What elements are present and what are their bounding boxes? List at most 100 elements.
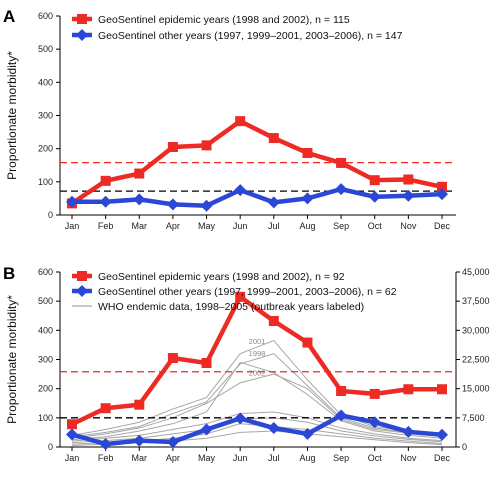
x-tick-label-A-3: Apr <box>166 221 180 231</box>
data-point-B-1-4 <box>200 423 213 436</box>
x-tick-label-B-0: Jan <box>65 453 80 463</box>
who-line-2 <box>71 373 443 439</box>
legend-marker-A-1 <box>76 29 88 41</box>
data-point-A-0-3 <box>167 142 178 153</box>
data-point-A-0-10 <box>403 174 414 185</box>
data-point-A-1-1 <box>99 195 112 208</box>
y-tick-label-A-2: 200 <box>38 144 53 154</box>
x-tick-label-A-11: Dec <box>434 221 451 231</box>
data-point-A-1-11 <box>436 188 448 201</box>
y2-tick-label-B-0: 0 <box>462 442 467 452</box>
legend-marker-B-0 <box>77 271 87 281</box>
data-point-B-0-8 <box>336 386 347 396</box>
legend-label-B-1: GeoSentinel other years (1997, 1999–2001… <box>98 286 397 298</box>
who-line-0 <box>71 339 443 436</box>
data-point-A-1-5 <box>234 184 247 197</box>
y-tick-label-B-5: 500 <box>38 296 53 306</box>
data-point-A-1-10 <box>402 189 415 202</box>
y2-tick-label-B-1: 7,500 <box>462 413 485 423</box>
panel-letter-B: B <box>3 264 15 283</box>
x-tick-label-A-2: Mar <box>132 221 148 231</box>
data-point-B-1-2 <box>133 434 146 447</box>
legend-label-B-0: GeoSentinel epidemic years (1998 and 200… <box>98 271 345 283</box>
x-tick-label-B-11: Dec <box>434 453 451 463</box>
y-tick-label-A-3: 300 <box>38 111 53 121</box>
data-point-A-0-8 <box>336 157 347 168</box>
legend-marker-A-0 <box>77 14 87 24</box>
y-axis-label-B: Proportionate morbidity* <box>5 295 19 424</box>
x-tick-label-B-5: Jun <box>233 453 248 463</box>
who-line-1 <box>71 353 443 438</box>
data-point-B-1-10 <box>402 425 415 438</box>
data-point-A-1-7 <box>301 192 314 205</box>
data-point-A-0-7 <box>302 147 313 158</box>
who-year-label-2: 2002 <box>249 368 266 377</box>
x-tick-label-A-10: Nov <box>400 221 417 231</box>
data-point-B-0-4 <box>201 358 212 368</box>
y-tick-label-A-5: 500 <box>38 44 53 54</box>
y2-tick-label-B-4: 30,000 <box>462 325 490 335</box>
x-tick-label-B-6: Jul <box>268 453 280 463</box>
series-line-B-0 <box>71 294 442 427</box>
data-point-B-1-9 <box>368 416 381 429</box>
data-point-B-0-7 <box>302 337 313 348</box>
data-point-B-0-6 <box>268 316 279 326</box>
data-point-B-1-5 <box>234 412 247 425</box>
data-point-B-0-3 <box>167 353 178 364</box>
who-year-label-1: 1998 <box>249 349 266 358</box>
y-tick-label-A-0: 0 <box>48 210 53 220</box>
who-line-5 <box>71 417 443 444</box>
data-point-B-1-11 <box>436 428 448 441</box>
legend-label-B-2: WHO endemic data, 1998–2005 (outbreak ye… <box>98 301 364 313</box>
data-point-A-1-3 <box>166 198 179 211</box>
x-tick-label-B-10: Nov <box>400 453 417 463</box>
x-tick-label-A-9: Oct <box>368 221 383 231</box>
data-point-B-0-11 <box>437 384 447 395</box>
data-point-B-1-0 <box>66 428 78 441</box>
legend-label-A-1: GeoSentinel other years (1997, 1999–2001… <box>98 30 403 42</box>
x-tick-label-A-6: Jul <box>268 221 280 231</box>
data-point-A-1-4 <box>200 199 213 212</box>
data-point-A-0-11 <box>437 181 447 192</box>
panel-letter-A: A <box>3 7 15 26</box>
y-tick-label-A-4: 400 <box>38 77 53 87</box>
x-tick-label-B-3: Apr <box>166 453 180 463</box>
data-point-B-0-1 <box>100 403 111 414</box>
x-tick-label-B-9: Oct <box>368 453 383 463</box>
legend-marker-B-1 <box>76 285 88 297</box>
data-point-B-1-1 <box>99 438 112 451</box>
y2-tick-label-B-3: 22,500 <box>462 355 490 365</box>
data-point-A-0-2 <box>134 168 145 179</box>
who-line-3 <box>71 361 443 441</box>
data-point-B-0-9 <box>369 388 380 399</box>
data-point-B-1-8 <box>335 409 348 422</box>
data-point-A-0-1 <box>100 175 111 186</box>
x-tick-label-A-1: Feb <box>98 221 114 231</box>
x-tick-label-A-8: Sep <box>333 221 349 231</box>
y2-tick-label-B-2: 15,000 <box>462 384 490 394</box>
data-point-A-1-9 <box>368 190 381 203</box>
who-year-label-0: 2001 <box>249 337 266 346</box>
data-point-A-0-5 <box>235 116 246 127</box>
data-point-B-0-0 <box>67 419 77 430</box>
x-tick-label-B-7: Aug <box>299 453 315 463</box>
x-tick-label-A-4: May <box>198 221 216 231</box>
y-tick-label-B-4: 400 <box>38 325 53 335</box>
x-tick-label-A-0: Jan <box>65 221 80 231</box>
data-point-B-1-7 <box>301 427 314 440</box>
series-line-B-1 <box>71 413 443 447</box>
data-point-A-0-9 <box>369 175 380 186</box>
y-tick-label-B-3: 300 <box>38 355 53 365</box>
x-tick-label-B-4: May <box>198 453 216 463</box>
y2-tick-label-B-5: 37,500 <box>462 296 490 306</box>
y-tick-label-A-1: 100 <box>38 177 53 187</box>
x-tick-label-B-8: Sep <box>333 453 349 463</box>
data-point-A-1-2 <box>133 193 146 206</box>
data-point-B-0-2 <box>134 399 145 410</box>
y2-tick-label-B-6: 45,000 <box>462 267 490 277</box>
x-tick-label-B-1: Feb <box>98 453 114 463</box>
y-tick-label-A-6: 600 <box>38 11 53 21</box>
who-line-4 <box>71 411 443 442</box>
data-point-A-1-0 <box>66 195 78 208</box>
